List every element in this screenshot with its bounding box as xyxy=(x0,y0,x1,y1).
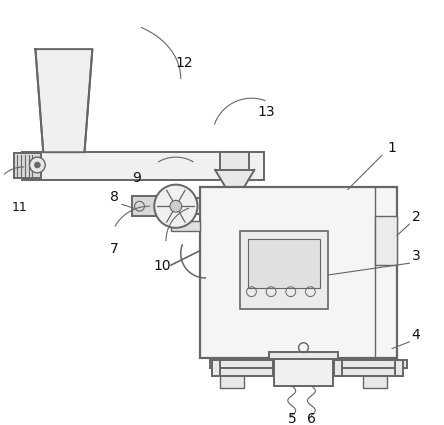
Text: 11: 11 xyxy=(12,201,28,214)
Bar xyxy=(220,152,250,170)
Text: 5: 5 xyxy=(288,412,297,425)
Bar xyxy=(171,221,200,231)
Text: 2: 2 xyxy=(412,210,420,224)
Bar xyxy=(210,360,407,368)
Text: 12: 12 xyxy=(176,56,194,70)
Polygon shape xyxy=(36,49,92,152)
Bar xyxy=(212,360,220,376)
Bar xyxy=(334,368,403,376)
Text: 6: 6 xyxy=(307,412,316,425)
Text: 4: 4 xyxy=(412,328,420,342)
Text: 9: 9 xyxy=(132,171,140,185)
Bar xyxy=(274,358,333,386)
Bar xyxy=(200,187,397,358)
Bar xyxy=(212,368,281,376)
Text: 1: 1 xyxy=(387,141,396,155)
Polygon shape xyxy=(215,170,254,195)
Text: 7: 7 xyxy=(110,242,119,256)
Bar xyxy=(176,198,200,214)
Bar xyxy=(220,358,244,388)
Circle shape xyxy=(35,162,40,168)
Bar xyxy=(22,152,264,180)
Circle shape xyxy=(29,157,45,173)
Text: 10: 10 xyxy=(153,259,171,273)
Circle shape xyxy=(170,200,182,212)
Bar xyxy=(269,351,338,360)
Bar xyxy=(132,196,166,216)
Bar xyxy=(395,360,403,376)
Text: 3: 3 xyxy=(412,249,420,263)
Text: 13: 13 xyxy=(258,105,275,119)
Bar xyxy=(375,216,397,265)
Bar xyxy=(273,360,281,376)
Bar xyxy=(334,360,342,376)
Bar xyxy=(248,239,320,288)
Bar xyxy=(364,358,387,388)
Bar xyxy=(230,195,240,206)
Bar xyxy=(240,231,328,309)
Bar xyxy=(14,153,41,178)
Text: 8: 8 xyxy=(110,190,119,204)
Circle shape xyxy=(154,184,198,228)
